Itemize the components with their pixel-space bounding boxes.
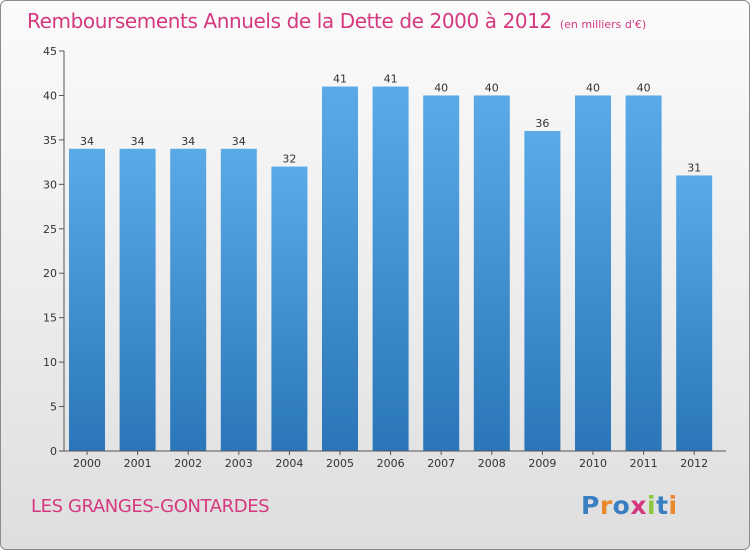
chart-title-text: Remboursements Annuels de la Dette de 20… — [27, 9, 552, 33]
logo-letter: i — [647, 491, 657, 520]
x-tick-label-2008: 2008 — [478, 457, 506, 470]
logo-letter: i — [668, 491, 678, 520]
x-tick-label-2012: 2012 — [680, 457, 708, 470]
data-label-2011: 40 — [637, 81, 651, 94]
data-label-2010: 40 — [586, 81, 600, 94]
bar-2001 — [119, 148, 156, 451]
data-label-2001: 34 — [131, 135, 145, 148]
bar-2008 — [473, 95, 510, 451]
y-tick-label-30: 30 — [43, 178, 57, 191]
bar-2009 — [524, 131, 561, 451]
data-label-2007: 40 — [434, 81, 448, 94]
proxiti-logo: Proxiti — [581, 491, 678, 520]
y-tick-label-45: 45 — [43, 45, 57, 58]
bar-2002 — [170, 148, 207, 451]
y-tick-label-10: 10 — [43, 356, 57, 369]
logo-letter: o — [612, 491, 631, 520]
x-tick-label-2006: 2006 — [377, 457, 405, 470]
x-tick-label-2001: 2001 — [124, 457, 152, 470]
data-label-2004: 32 — [282, 153, 296, 166]
x-tick-label-2005: 2005 — [326, 457, 354, 470]
data-label-2008: 40 — [485, 81, 499, 94]
x-tick-label-2011: 2011 — [630, 457, 658, 470]
y-tick-label-40: 40 — [43, 89, 57, 102]
x-tick-label-2000: 2000 — [73, 457, 101, 470]
data-label-2003: 34 — [232, 135, 246, 148]
y-tick-label-20: 20 — [43, 267, 57, 280]
y-tick-label-25: 25 — [43, 223, 57, 236]
logo-letter: r — [599, 491, 613, 520]
commune-name: LES GRANGES-GONTARDES — [31, 496, 270, 517]
bar-2005 — [322, 86, 358, 452]
bar-2004 — [271, 166, 308, 452]
y-tick-label-5: 5 — [50, 401, 57, 414]
bar-2006 — [372, 86, 409, 452]
logo-letter: t — [656, 491, 669, 520]
data-label-2005: 41 — [333, 73, 347, 86]
bar-2007 — [423, 95, 460, 451]
logo-letter: P — [581, 491, 600, 520]
bar-2012 — [676, 175, 713, 451]
data-label-2012: 31 — [687, 161, 701, 174]
data-label-2009: 36 — [535, 117, 549, 130]
data-label-2006: 41 — [384, 73, 398, 86]
bars-group: 34 34 34 34 32 41 41 40 40 36 40 40 31 — [69, 73, 713, 452]
x-tick-label-2009: 2009 — [528, 457, 556, 470]
x-tick-label-2002: 2002 — [174, 457, 202, 470]
data-label-2002: 34 — [181, 135, 195, 148]
y-tick-label-35: 35 — [43, 134, 57, 147]
y-tick-label-0: 0 — [50, 445, 57, 458]
bar-2000 — [69, 148, 105, 451]
x-tick-label-2010: 2010 — [579, 457, 607, 470]
axes-group: 0 5 10 15 20 25 30 35 40 45 2000 2001 2002 2003 2004 20… — [43, 45, 726, 470]
y-tick-label-15: 15 — [43, 312, 57, 325]
bar-2003 — [220, 148, 257, 451]
x-tick-label-2007: 2007 — [427, 457, 455, 470]
bar-2010 — [575, 95, 611, 451]
x-tick-label-2004: 2004 — [275, 457, 303, 470]
data-label-2000: 34 — [80, 135, 94, 148]
logo-letter: x — [630, 491, 647, 520]
bar-2011 — [625, 95, 662, 451]
chart-title: Remboursements Annuels de la Dette de 20… — [27, 9, 646, 33]
chart-subtitle: (en milliers d'€) — [559, 18, 647, 31]
x-tick-label-2003: 2003 — [225, 457, 253, 470]
